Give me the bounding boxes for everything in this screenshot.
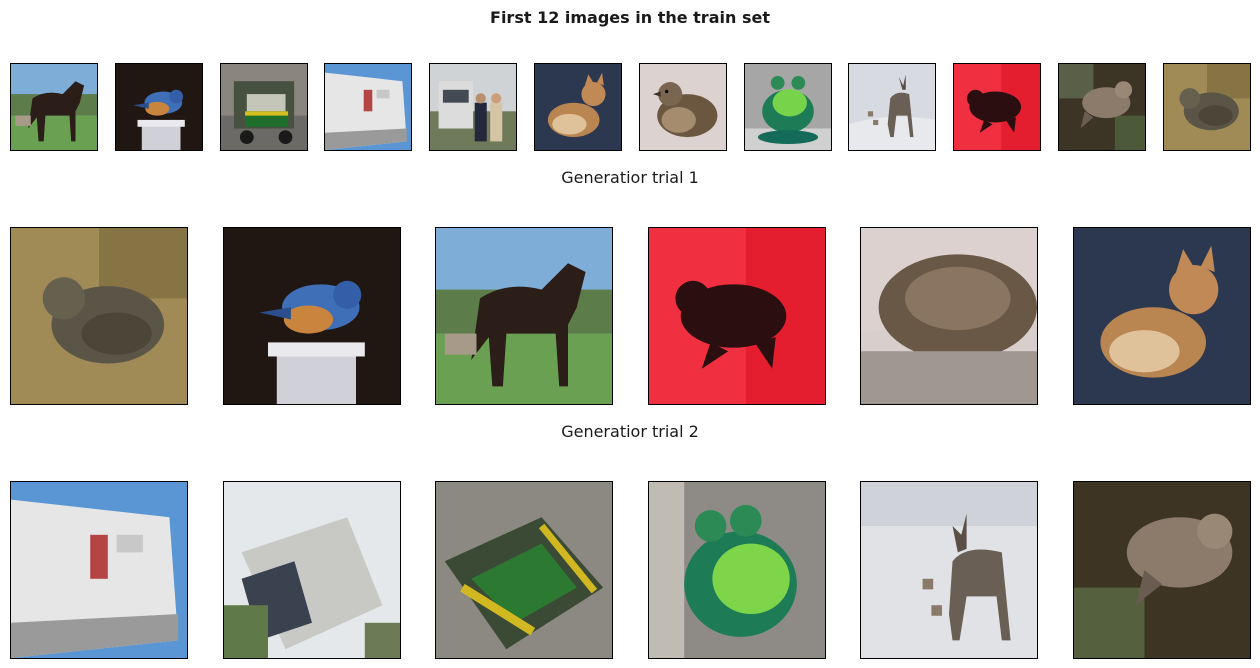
train-image-11-frog [1058, 63, 1146, 151]
trial2-image-3-truck [435, 481, 613, 659]
train-image-10-frog [953, 63, 1041, 151]
trial1-image-2-bird [223, 227, 401, 405]
train-image-4-truck [324, 63, 412, 151]
train-image-7-bird [639, 63, 727, 151]
trial2-image-6-frog [1073, 481, 1251, 659]
train-image-6-cat [534, 63, 622, 151]
train-image-1-horse [10, 63, 98, 151]
trial2-image-4-frog [648, 481, 826, 659]
trial1-image-6-cat [1073, 227, 1251, 405]
train-image-12-frog [1163, 63, 1251, 151]
row-title-trial-2: Generatior trial 2 [561, 422, 699, 441]
train-image-8-frog [744, 63, 832, 151]
trial1-image-3-horse [435, 227, 613, 405]
trial2-image-1-truck [10, 481, 188, 659]
row-title-trial-1: Generatior trial 1 [561, 168, 699, 187]
train-image-5-truck [429, 63, 517, 151]
trial2-image-2-truck [223, 481, 401, 659]
trial1-image-1-frog [10, 227, 188, 405]
trial2-image-5-deer [860, 481, 1038, 659]
train-image-3-truck [220, 63, 308, 151]
figure-title: First 12 images in the train set [490, 8, 770, 27]
trial1-image-4-frog [648, 227, 826, 405]
train-image-9-deer [848, 63, 936, 151]
train-image-2-bird [115, 63, 203, 151]
trial1-image-5-bird [860, 227, 1038, 405]
